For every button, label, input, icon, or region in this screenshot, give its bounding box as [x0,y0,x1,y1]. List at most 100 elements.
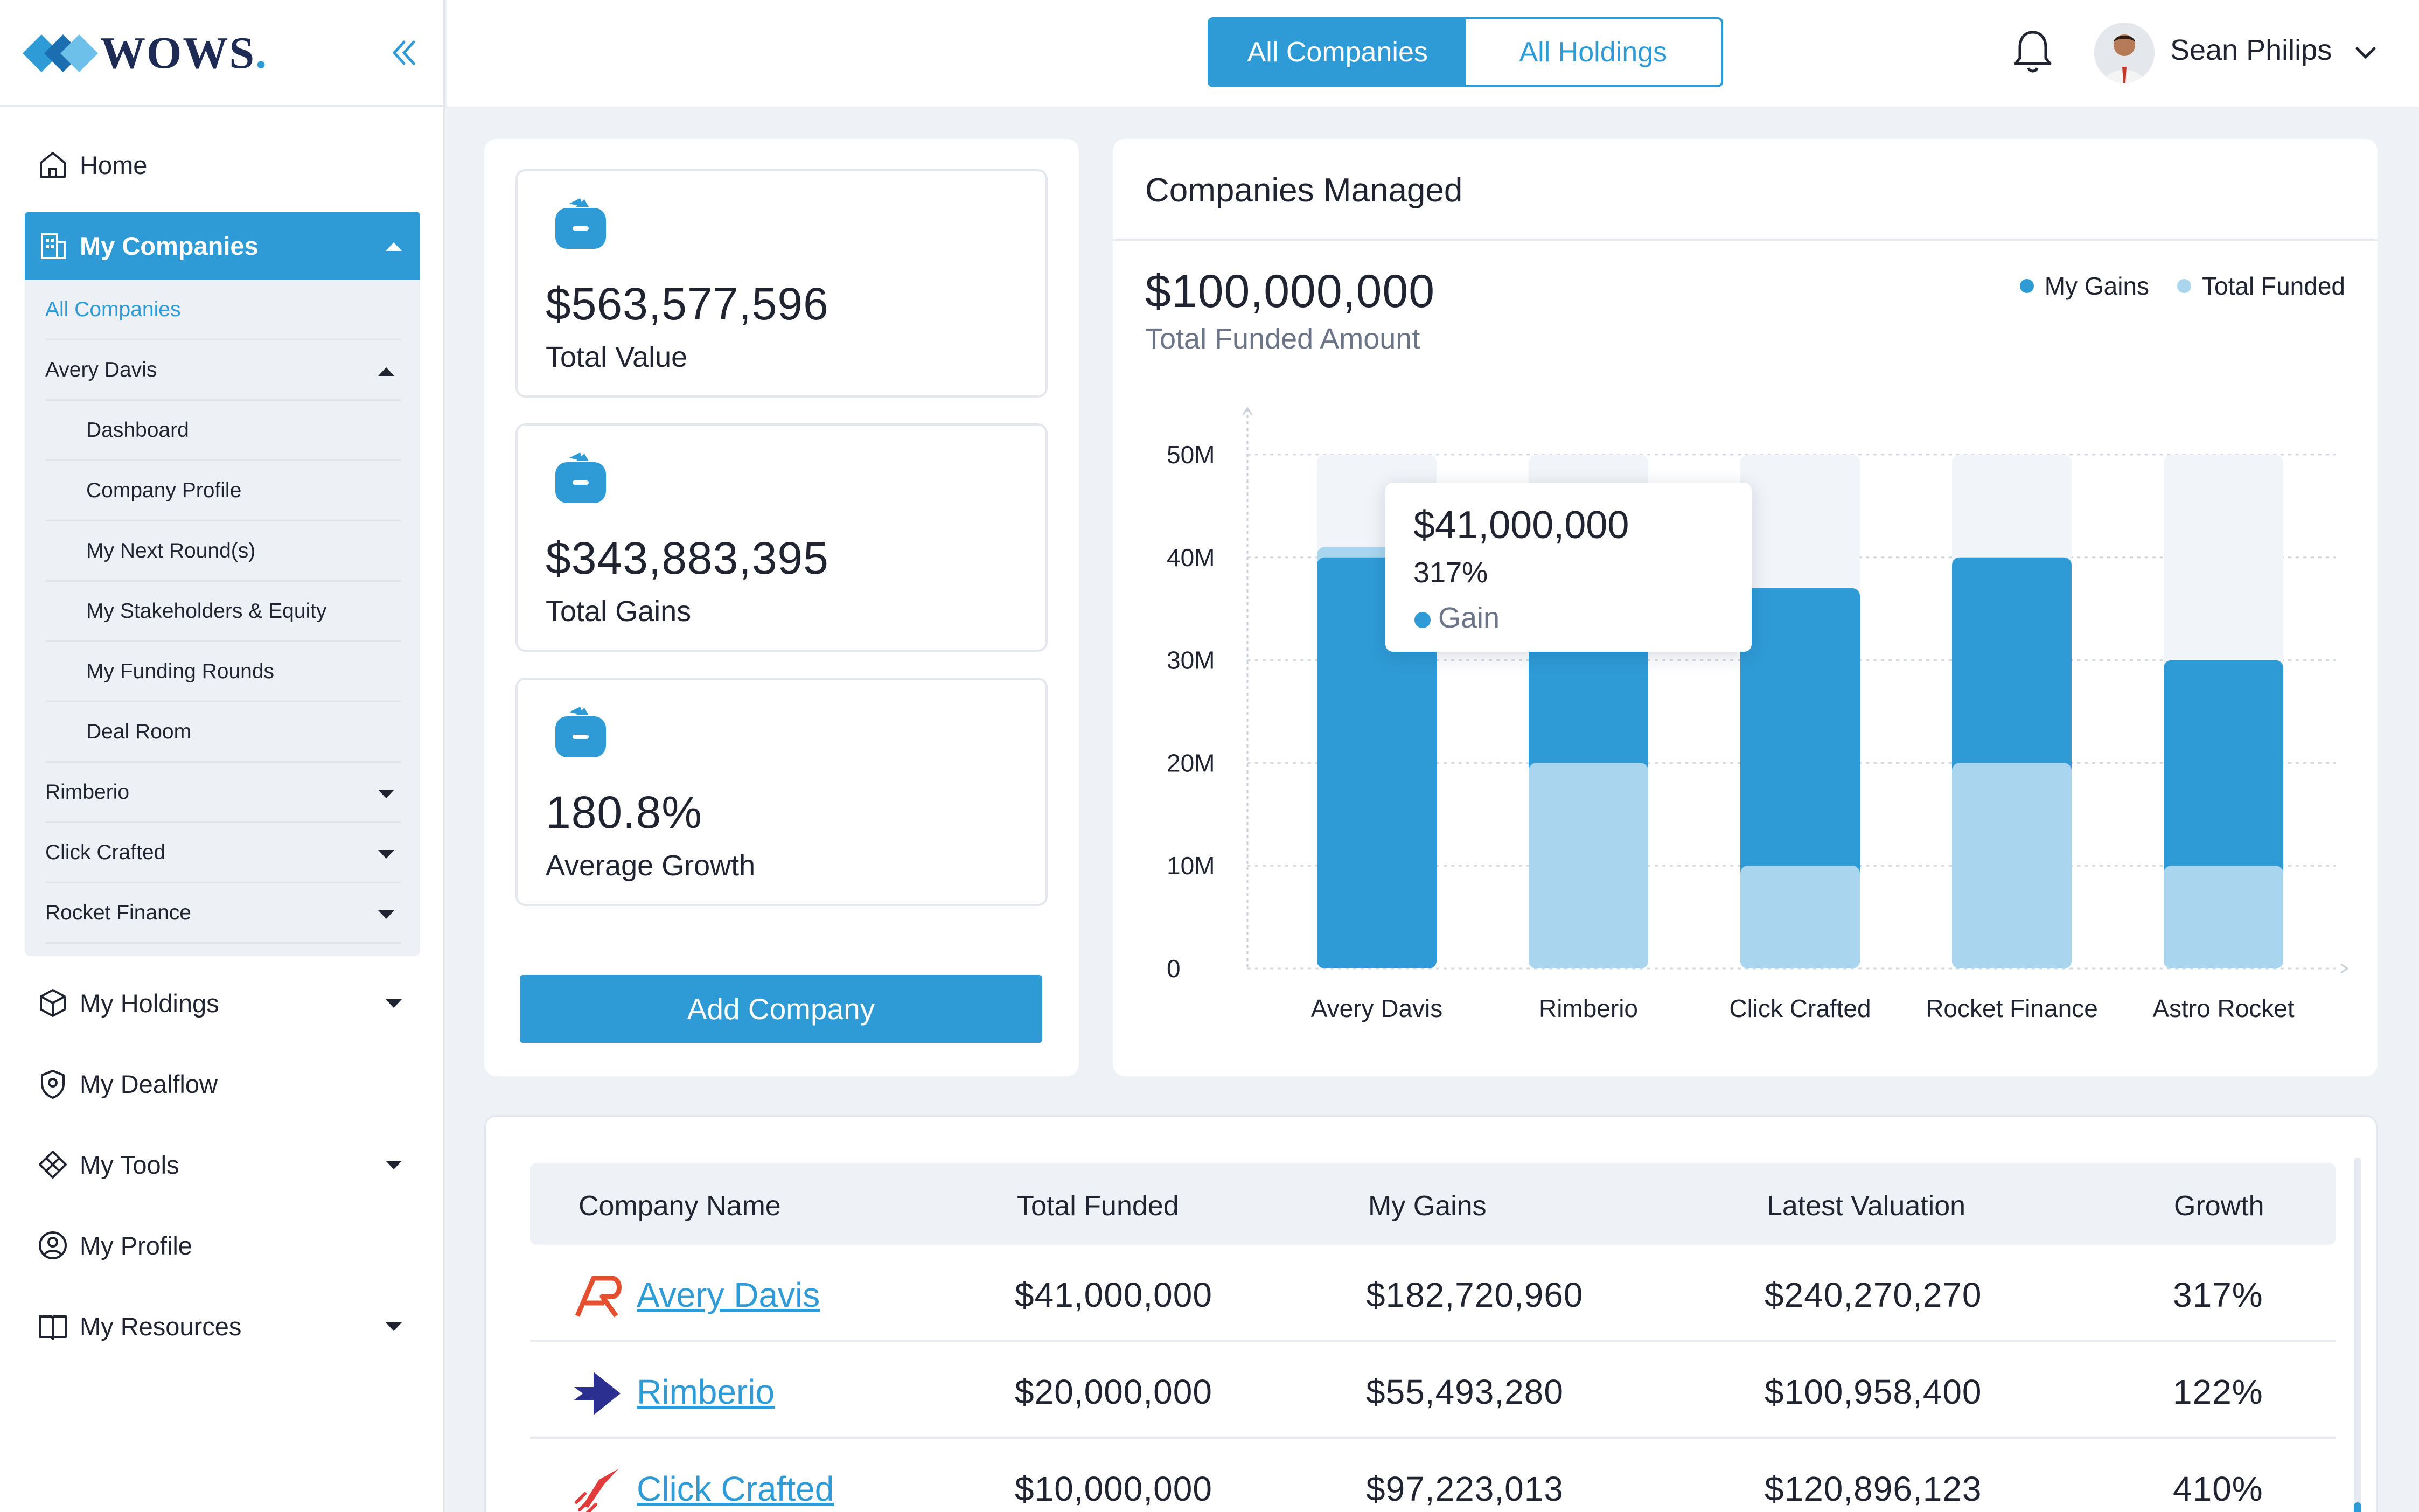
caret-up-icon[interactable] [375,360,398,382]
submenu-stakeholders[interactable]: My Stakeholders & Equity [45,582,401,642]
table-row[interactable]: Rimberio $20,000,000 $55,493,280 $100,95… [530,1342,2336,1439]
tooltip-dot [1414,612,1431,628]
submenu-deal-room[interactable]: Deal Room [45,702,401,763]
companies-submenu: All Companies Avery Davis Dashboard Comp… [25,280,420,956]
caret-down-icon[interactable] [380,1313,407,1340]
th-total-funded[interactable]: Total Funded [1017,1190,1179,1222]
nav-my-tools-label: My Tools [80,1150,179,1179]
table-row[interactable]: Click Crafted $10,000,000 $97,223,013 $1… [530,1439,2336,1512]
caret-down-icon[interactable] [375,842,398,865]
submenu-dashboard-label: Dashboard [86,418,189,442]
nav-home-label: Home [80,150,148,179]
submenu-all-companies[interactable]: All Companies [45,280,401,340]
scrollbar-thumb[interactable] [2354,1502,2361,1512]
th-my-gains[interactable]: My Gains [1368,1190,1487,1222]
chart-legend: My Gains Total Funded [1992,271,2345,301]
caret-down-icon[interactable] [375,903,398,925]
caret-down-icon[interactable] [380,990,407,1016]
user-circle-icon [36,1228,70,1263]
y-axis-arrow [1242,407,1253,415]
company-name-link[interactable]: Avery Davis [637,1276,820,1314]
nav-home[interactable]: Home [25,133,420,197]
bar-total-funded [1529,763,1648,968]
shield-icon [36,1067,70,1101]
table-row[interactable]: Avery Davis $41,000,000 $182,720,960 $24… [530,1245,2336,1342]
bell-icon[interactable] [2006,25,2060,79]
cell-growth: 317% [2173,1276,2263,1314]
x-tick-label: Avery Davis [1311,994,1443,1022]
submenu-avery-davis-label: Avery Davis [45,358,157,381]
submenu-company-profile[interactable]: Company Profile [45,461,401,521]
cell-growth: 122% [2173,1372,2263,1411]
avatar[interactable] [2094,23,2155,83]
nav-my-tools[interactable]: My Tools [25,1132,420,1197]
wallet-icon [555,707,606,757]
brand-dot: . [255,28,268,78]
nav-my-profile[interactable]: My Profile [25,1213,420,1278]
stats-panel: $563,577,596 Total Value $343,883,395 To… [484,139,1079,1076]
nav-my-companies[interactable]: My Companies [25,212,420,280]
stat-card-total-value: $563,577,596 Total Value [515,169,1048,398]
submenu-funding-rounds[interactable]: My Funding Rounds [45,642,401,702]
toggle-all-holdings[interactable]: All Holdings [1465,19,1721,85]
view-toggle: All Companies All Holdings [1208,17,1723,87]
home-icon [36,148,70,182]
building-icon [36,229,70,263]
cube-icon [36,986,70,1020]
add-company-button[interactable]: Add Company [520,975,1042,1043]
y-tick-label: 20M [1167,749,1215,777]
nav-my-companies-label: My Companies [80,232,259,260]
tooltip-percent: 317% [1413,556,1488,589]
top-bar: All Companies All Holdings Sean Philips [447,0,2419,107]
tooltip-series: Gain [1438,602,1500,634]
nav-my-holdings[interactable]: My Holdings [25,971,420,1035]
logo-icon [23,34,98,72]
submenu-rocket-finance[interactable]: Rocket Finance [45,883,401,944]
cell-latest-valuation: $120,896,123 [1765,1469,1982,1508]
toggle-all-companies[interactable]: All Companies [1210,19,1466,85]
total-gains: $343,883,395 [546,533,829,583]
submenu-click-crafted[interactable]: Click Crafted [45,823,401,883]
company-logo-icon [575,1276,622,1318]
company-name-link[interactable]: Click Crafted [637,1469,834,1508]
submenu-click-crafted-label: Click Crafted [45,840,166,864]
caret-up-icon[interactable] [380,233,407,260]
average-growth: 180.8% [546,787,702,838]
cell-my-gains: $97,223,013 [1366,1469,1564,1508]
submenu-dashboard[interactable]: Dashboard [45,401,401,461]
table-scrollbar[interactable] [2354,1158,2361,1512]
x-tick-label: Astro Rocket [2152,994,2295,1022]
th-latest-valuation[interactable]: Latest Valuation [1767,1190,1966,1222]
user-name[interactable]: Sean Philips [2170,34,2332,66]
wallet-icon [555,452,606,503]
collapse-sidebar-icon[interactable] [386,36,420,70]
total-value-label: Total Value [546,341,688,373]
wallet-icon [555,198,606,249]
legend-item-funded[interactable]: Total Funded [2177,271,2345,301]
submenu-rocket-finance-label: Rocket Finance [45,901,191,924]
submenu-next-round[interactable]: My Next Round(s) [45,521,401,582]
average-growth-label: Average Growth [546,849,756,882]
submenu-next-round-label: My Next Round(s) [86,539,256,562]
caret-down-icon[interactable] [380,1151,407,1178]
chart-total-label: Total Funded Amount [1145,323,1420,355]
chevron-down-icon[interactable] [2351,38,2381,68]
x-axis-arrow [2340,963,2349,974]
companies-table-panel: Company Name Total Funded My Gains Lates… [484,1115,2378,1512]
caret-down-icon[interactable] [375,782,398,805]
submenu-avery-davis[interactable]: Avery Davis [45,340,401,401]
th-company-name[interactable]: Company Name [578,1190,781,1222]
submenu-rimberio[interactable]: Rimberio [45,763,401,823]
sidebar: WOWS. Home My Companies All Companies Av… [0,0,445,1512]
chart-divider [1113,239,2378,241]
total-gains-label: Total Gains [546,595,692,628]
legend-item-gains[interactable]: My Gains [2019,271,2149,301]
nav-my-dealflow[interactable]: My Dealflow [25,1051,420,1116]
chart-total-amount: $100,000,000 [1145,266,1435,317]
nav-my-resources[interactable]: My Resources [25,1294,420,1358]
company-name-link[interactable]: Rimberio [637,1372,775,1411]
stat-card-average-growth: 180.8% Average Growth [515,678,1048,906]
th-growth[interactable]: Growth [2174,1190,2264,1222]
bar-total-funded [1952,763,2072,968]
cell-total-funded: $20,000,000 [1015,1372,1212,1411]
